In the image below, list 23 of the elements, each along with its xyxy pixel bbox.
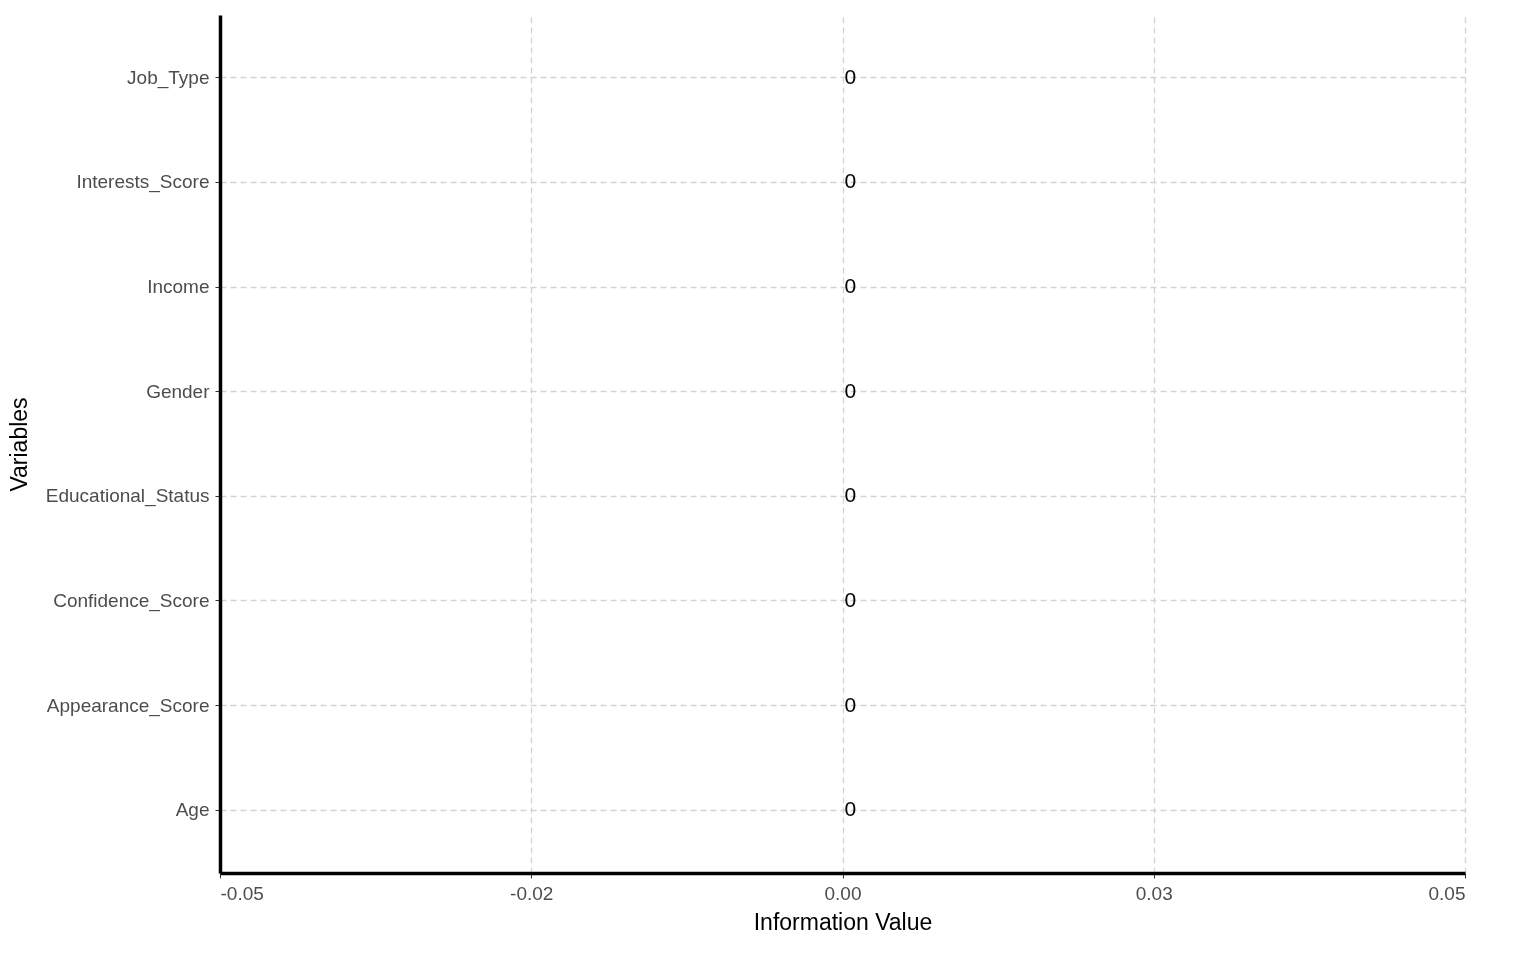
data-label: 0 [844,169,857,193]
x-tick-label: 0.05 [1428,882,1466,904]
y-tick-label: Interests_Score [76,171,210,194]
y-axis-title: Variables [5,397,32,492]
x-tick-label: -0.05 [220,882,264,904]
data-label: 0 [844,64,857,88]
y-tick-label: Age [175,799,210,821]
data-label: 0 [844,692,857,716]
data-label: 0 [844,587,857,611]
data-label: 0 [844,274,857,298]
y-tick-label: Gender [146,380,211,402]
y-tick-label: Appearance_Score [46,694,210,717]
y-tick-label: Income [147,276,210,298]
x-axis-title: Information Value [753,908,933,935]
y-tick-label: Educational_Status [45,485,210,508]
data-label: 0 [844,378,857,402]
x-tick-label: 0.03 [1135,882,1173,904]
data-label: 0 [844,483,857,507]
y-tick-label: Confidence_Score [53,589,210,612]
x-tick-label: 0.00 [824,882,862,904]
data-label: 0 [844,797,857,821]
y-tick-label: Job_Type [127,66,210,89]
x-tick-label: -0.02 [510,882,554,904]
